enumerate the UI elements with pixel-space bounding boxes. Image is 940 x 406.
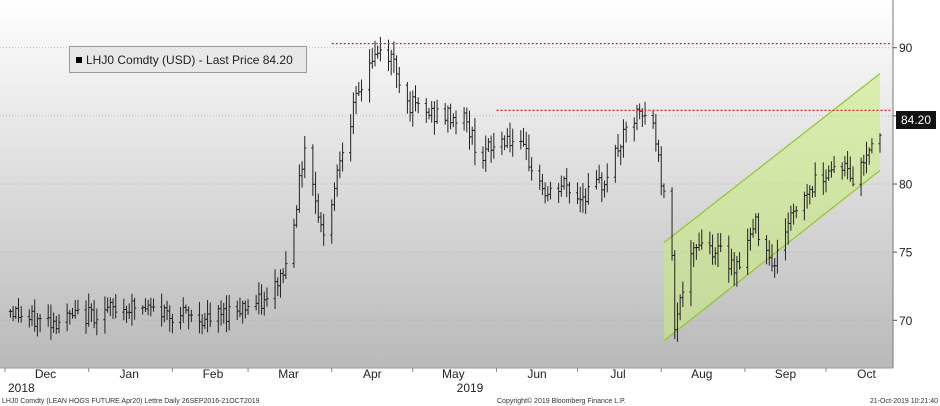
price-bar <box>832 156 836 174</box>
price-bar <box>851 166 855 187</box>
price-bar <box>265 287 269 307</box>
price-bar <box>208 302 212 327</box>
price-bar <box>378 36 382 62</box>
price-bar <box>114 294 118 319</box>
price-bar <box>151 298 156 312</box>
x-month-label: Jun <box>527 367 546 381</box>
x-month-label: Apr <box>363 367 382 381</box>
y-tick-label: 75 <box>899 246 913 260</box>
x-month-label: Aug <box>691 367 712 381</box>
channel-fill <box>663 73 880 341</box>
price-bar <box>624 121 628 143</box>
price-bar <box>662 183 666 199</box>
y-tick-label: 80 <box>899 178 913 192</box>
x-axis-ticks: Dec Jan Feb Mar Apr May Jun Jul Aug Sep Oct 2018 201… <box>4 367 876 395</box>
x-axis-band <box>0 368 893 397</box>
x-month-label: Dec <box>35 367 56 381</box>
price-bar <box>870 138 874 154</box>
x-month-label: Mar <box>278 367 299 381</box>
price-bar <box>416 97 420 114</box>
price-bar <box>340 142 345 172</box>
price-bar <box>19 306 23 323</box>
x-year-label: 2019 <box>457 381 484 395</box>
price-bar <box>719 233 723 253</box>
price-bar <box>492 132 496 159</box>
footer-copyright: Copyright© 2019 Bloomberg Finance L.P. <box>497 398 626 405</box>
footer-security-info: LHJ0 Comdty (LEAN HOGS FUTURE Apr20) Let… <box>2 398 260 405</box>
price-bar <box>737 252 742 270</box>
legend-box: LHJ0 Comdty (USD) - Last Price 84.20 <box>69 46 307 73</box>
x-month-label: May <box>442 367 465 381</box>
y-tick-label: 90 <box>899 41 913 55</box>
price-bar <box>878 133 882 153</box>
price-bar <box>681 281 685 308</box>
x-year-label: 2018 <box>8 381 35 395</box>
price-bar <box>435 99 439 124</box>
price-bar <box>57 314 61 334</box>
price-bar <box>76 299 80 315</box>
last-price-tag: 84.20 <box>896 111 936 129</box>
price-bar <box>95 308 99 336</box>
axis-panel-background <box>893 0 940 397</box>
price-bar <box>473 118 477 166</box>
price-bar <box>246 299 250 315</box>
price-bar <box>38 314 42 333</box>
price-bar <box>454 110 458 135</box>
price-bar <box>189 309 193 323</box>
price-bar <box>794 206 798 219</box>
price-bar <box>548 181 553 200</box>
price-bar <box>643 101 647 125</box>
price-bar <box>397 66 401 94</box>
x-month-label: Jul <box>610 367 625 381</box>
price-bar <box>700 229 704 250</box>
x-month-label: Jan <box>120 367 139 381</box>
footer-bar: LHJ0 Comdty (LEAN HOGS FUTURE Apr20) Let… <box>0 397 940 406</box>
y-tick-label: 70 <box>899 314 913 328</box>
x-month-label: Oct <box>857 367 876 381</box>
price-bar <box>322 213 326 246</box>
price-bar <box>359 79 364 102</box>
price-bar <box>170 313 175 334</box>
price-bar <box>303 135 307 179</box>
price-bar <box>511 128 515 157</box>
price-bar <box>756 212 761 247</box>
legend-label: LHJ0 Comdty (USD) - Last Price 84.20 <box>86 52 293 67</box>
price-bar <box>813 162 817 197</box>
price-bar <box>605 163 609 193</box>
legend-swatch <box>76 56 82 63</box>
price-bar <box>567 181 572 204</box>
price-bar <box>775 239 779 274</box>
footer-timestamp: 21-Oct-2019 10:21:40 <box>869 398 938 405</box>
price-bar <box>284 251 288 279</box>
price-bar <box>133 297 137 320</box>
price-bar <box>227 294 231 331</box>
price-bars <box>8 36 882 342</box>
resistance-lines <box>331 42 892 112</box>
x-month-label: Sep <box>775 367 797 381</box>
channel-upper-line <box>663 73 881 244</box>
price-bar <box>586 173 590 205</box>
price-bar <box>530 157 534 181</box>
x-month-label: Feb <box>203 367 224 381</box>
